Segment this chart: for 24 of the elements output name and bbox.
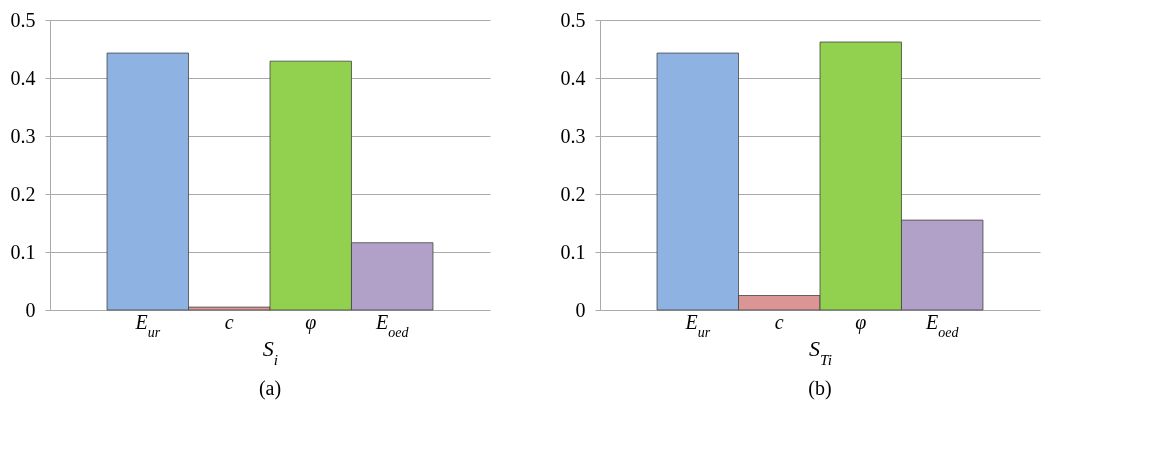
y-tick-label: 0.1 <box>10 240 36 263</box>
x-tick-label: E$_{oed}$ <box>375 310 410 339</box>
y-tick-label: 0.2 <box>560 182 586 205</box>
x-tick-label: c <box>224 310 234 333</box>
y-tick-label: 0.2 <box>10 182 36 205</box>
y-tick-label: 0.1 <box>560 240 586 263</box>
y-tick-label: 0 <box>575 298 586 321</box>
text: (b) <box>808 377 832 400</box>
x-axis-title: S$_{Ti}$ <box>809 335 832 367</box>
y-tick-label: 0.5 <box>10 8 36 31</box>
x-tick-label: E$_{oed}$ <box>925 310 960 339</box>
y-tick-label: 0.3 <box>560 124 586 147</box>
x-tick-label: c <box>774 310 784 333</box>
y-tick-label: 0.3 <box>10 124 36 147</box>
x-tick-label: φ <box>305 310 317 334</box>
y-tick-label: 0.5 <box>560 8 586 31</box>
y-tick-label: 0 <box>25 298 36 321</box>
x-axis-title: S$_{i}$ <box>262 335 279 367</box>
y-tick-label: 0.4 <box>560 66 586 89</box>
text: (a) <box>258 377 282 400</box>
x-tick-label: E$_{ur}$ <box>684 310 711 339</box>
y-tick-label: 0.4 <box>10 66 36 89</box>
x-tick-label: E$_{ur}$ <box>134 310 161 339</box>
x-tick-label: φ <box>855 310 867 334</box>
